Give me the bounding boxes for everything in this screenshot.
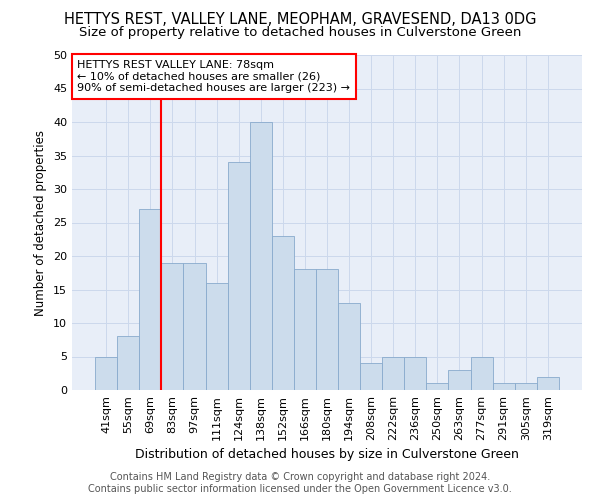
Bar [382, 356, 404, 390]
Text: Contains HM Land Registry data © Crown copyright and database right 2024.
Contai: Contains HM Land Registry data © Crown c… [88, 472, 512, 494]
Y-axis label: Number of detached properties: Number of detached properties [34, 130, 47, 316]
Text: HETTYS REST VALLEY LANE: 78sqm
← 10% of detached houses are smaller (26)
90% of : HETTYS REST VALLEY LANE: 78sqm ← 10% of … [77, 60, 350, 93]
Bar [250, 122, 272, 390]
Bar [515, 384, 537, 390]
X-axis label: Distribution of detached houses by size in Culverstone Green: Distribution of detached houses by size … [135, 448, 519, 462]
Bar [95, 356, 117, 390]
Bar [338, 303, 360, 390]
Bar [448, 370, 470, 390]
Bar [427, 384, 448, 390]
Bar [360, 363, 382, 390]
Bar [493, 384, 515, 390]
Bar [470, 356, 493, 390]
Text: Size of property relative to detached houses in Culverstone Green: Size of property relative to detached ho… [79, 26, 521, 39]
Bar [161, 262, 184, 390]
Bar [139, 209, 161, 390]
Bar [184, 262, 206, 390]
Bar [316, 270, 338, 390]
Bar [227, 162, 250, 390]
Bar [404, 356, 427, 390]
Text: HETTYS REST, VALLEY LANE, MEOPHAM, GRAVESEND, DA13 0DG: HETTYS REST, VALLEY LANE, MEOPHAM, GRAVE… [64, 12, 536, 28]
Bar [272, 236, 294, 390]
Bar [537, 376, 559, 390]
Bar [294, 270, 316, 390]
Bar [117, 336, 139, 390]
Bar [206, 283, 227, 390]
